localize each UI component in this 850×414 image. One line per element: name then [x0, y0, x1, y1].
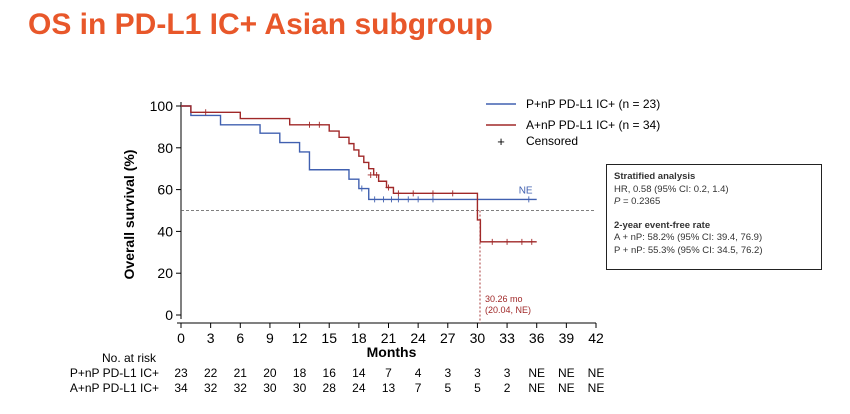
censored-mark: [395, 196, 402, 203]
risk-cell: NE: [528, 366, 545, 380]
risk-cell: 32: [234, 381, 248, 395]
risk-cell: 3: [504, 366, 511, 380]
risk-cell: NE: [528, 381, 545, 395]
x-tick-label: 24: [410, 330, 426, 346]
stats-heading-event-free: 2-year event-free rate: [614, 219, 711, 231]
stats-p-rest: = 0.2365: [620, 196, 661, 207]
y-tick-label: 0: [165, 307, 173, 323]
risk-cell: 18: [293, 366, 307, 380]
risk-cell: 7: [415, 381, 422, 395]
censored-mark: [358, 185, 365, 192]
risk-cell: 5: [474, 381, 481, 395]
series-line-2: [181, 105, 537, 243]
x-tick-label: 36: [529, 330, 545, 346]
series-line-1: [181, 105, 537, 201]
risk-cell: 7: [385, 366, 392, 380]
censored-mark: [367, 171, 374, 178]
x-tick-label: 39: [559, 330, 575, 346]
censored-mark: [373, 171, 380, 178]
x-tick-label: 0: [177, 330, 185, 346]
risk-cell: 2: [504, 381, 511, 395]
median-label: 30.26 mo: [485, 294, 523, 304]
risk-cell: 28: [323, 381, 337, 395]
risk-cell: 22: [204, 366, 218, 380]
risk-cell: 21: [234, 366, 248, 380]
risk-cell: 3: [444, 366, 451, 380]
censored-mark: [410, 190, 417, 197]
x-tick-label: 21: [381, 330, 397, 346]
risk-cell: 13: [382, 381, 396, 395]
risk-cell: NE: [558, 381, 575, 395]
legend-censored-symbol: +: [497, 134, 505, 149]
censored-mark: [489, 238, 496, 245]
stats-heading-stratified: Stratified analysis: [614, 171, 696, 182]
risk-cell: NE: [588, 366, 605, 380]
x-tick-label: 33: [499, 330, 515, 346]
censored-mark: [528, 238, 535, 245]
x-tick-label: 18: [351, 330, 367, 346]
legend-entry-2: A+nP PD-L1 IC+ (n = 34): [526, 118, 660, 132]
risk-cell: 30: [263, 381, 277, 395]
risk-cell: 5: [444, 381, 451, 395]
risk-table-header: No. at risk: [102, 351, 157, 365]
risk-cell: NE: [588, 381, 605, 395]
risk-cell: 34: [174, 381, 188, 395]
y-tick-label: 60: [157, 182, 173, 198]
y-tick-label: 100: [150, 98, 174, 114]
censored-mark: [518, 238, 525, 245]
y-tick-label: 20: [157, 265, 173, 281]
stats-rate-pnp: P + nP: 55.3% (95% CI: 34.5, 76.2): [614, 244, 763, 256]
y-tick-label: 80: [157, 140, 173, 156]
censored-mark: [371, 196, 378, 203]
risk-cell: 4: [415, 366, 422, 380]
x-tick-label: 3: [207, 330, 215, 346]
x-tick-label: 42: [588, 330, 604, 346]
risk-cell: 3: [474, 366, 481, 380]
risk-cell: 14: [352, 366, 366, 380]
risk-row-label: P+nP PD-L1 IC+: [70, 366, 159, 380]
legend-entry-1: P+nP PD-L1 IC+ (n = 23): [526, 97, 660, 111]
stats-p-symbol: P: [614, 196, 621, 207]
censored-mark: [388, 196, 395, 203]
censored-mark: [395, 190, 402, 197]
risk-cell: 32: [204, 381, 218, 395]
x-tick-label: 9: [266, 330, 274, 346]
risk-cell: 24: [352, 381, 366, 395]
censored-mark: [504, 238, 511, 245]
risk-cell: 23: [174, 366, 188, 380]
risk-cell: 30: [293, 381, 307, 395]
censored-mark: [202, 109, 209, 116]
risk-cell: NE: [558, 366, 575, 380]
stats-box: Stratified analysis HR, 0.58 (95% CI: 0.…: [606, 164, 822, 270]
censored-mark: [429, 190, 436, 197]
x-tick-label: 12: [292, 330, 308, 346]
stats-rate-anp: A + nP: 58.2% (95% CI: 39.4, 76.9): [614, 232, 763, 243]
censored-mark: [429, 196, 436, 203]
x-tick-label: 6: [236, 330, 244, 346]
stats-p-value: P = 0.2365: [614, 196, 814, 209]
x-tick-label: 30: [470, 330, 486, 346]
censored-mark: [525, 196, 532, 203]
page-title: OS in PD-L1 IC+ Asian subgroup: [28, 8, 493, 41]
censored-mark: [449, 190, 456, 197]
risk-cell: 20: [263, 366, 277, 380]
median-ci-label: (20.04, NE): [485, 305, 531, 315]
series-end-label: NE: [519, 185, 533, 196]
risk-cell: 16: [323, 366, 337, 380]
stats-hr: HR, 0.58 (95% CI: 0.2, 1.4): [614, 183, 729, 195]
x-axis-label: Months: [367, 344, 417, 360]
legend-entry-censored: Censored: [526, 134, 578, 148]
x-tick-label: 15: [321, 330, 337, 346]
censored-mark: [380, 196, 387, 203]
y-axis-label: Overall survival (%): [121, 150, 137, 280]
censored-mark: [316, 121, 323, 128]
y-tick-label: 40: [157, 223, 173, 239]
risk-row-label: A+nP PD-L1 IC+: [70, 381, 159, 395]
censored-mark: [306, 121, 313, 128]
censored-mark: [415, 196, 422, 203]
censored-mark: [405, 196, 412, 203]
x-tick-label: 27: [440, 330, 456, 346]
censored-mark: [385, 184, 392, 191]
